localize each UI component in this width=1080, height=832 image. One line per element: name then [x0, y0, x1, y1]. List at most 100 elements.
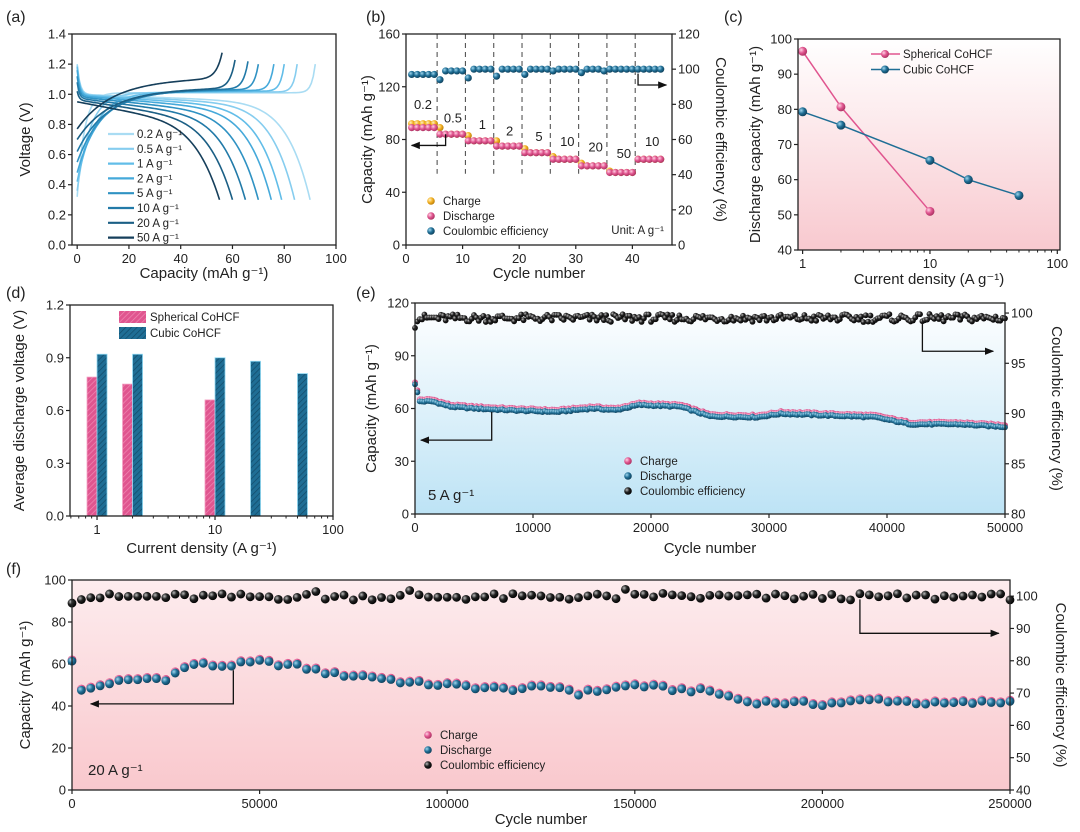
y-axis: 0 20 40 60 80 100 — [44, 573, 72, 798]
ce-point — [236, 589, 246, 599]
discharge-point — [133, 675, 143, 685]
legend-item: Charge — [424, 730, 478, 742]
discharge-point — [921, 699, 930, 709]
series-spherical — [798, 46, 935, 216]
discharge-point — [611, 168, 620, 177]
discharge-point — [752, 699, 762, 709]
y2-axis: 40 50 60 70 80 90 100 — [1010, 589, 1038, 798]
plot-data — [798, 46, 1024, 216]
legend-item: 0.5 A g⁻¹ — [108, 144, 182, 156]
discharge-point — [339, 671, 349, 681]
x-tick-label: 250000 — [988, 796, 1031, 811]
rate-label: 10 — [560, 134, 574, 149]
discharge-point — [170, 668, 180, 678]
legend-label: Coulombic efficiency — [443, 226, 549, 238]
discharge-point — [696, 684, 705, 694]
ce-point — [949, 592, 959, 602]
legend-item: Cubic CoHCF — [119, 327, 221, 340]
legend-item: Discharge — [427, 211, 495, 223]
discharge-point — [651, 155, 659, 163]
ce-point — [752, 589, 762, 599]
discharge-point — [227, 661, 236, 671]
x-tick-label: 100 — [1046, 256, 1068, 271]
discharge-point — [180, 663, 189, 673]
ce-point — [630, 589, 640, 599]
discharge-point — [433, 681, 443, 690]
x-tick-label: 0 — [68, 796, 75, 811]
discharge-point — [504, 142, 512, 150]
ce-point — [548, 317, 555, 324]
discharge-point — [658, 681, 668, 691]
discharge-point — [538, 149, 546, 157]
ce-point — [413, 70, 421, 79]
bar — [122, 383, 133, 517]
discharge-point — [621, 681, 630, 691]
plot-frame — [69, 304, 334, 517]
legend-label: 20 A g⁻¹ — [137, 218, 179, 230]
legend-label: 5 A g⁻¹ — [137, 188, 173, 200]
discharge-point — [930, 697, 940, 707]
discharge-point — [95, 681, 105, 691]
y-tick-label: 30 — [395, 454, 409, 469]
x-tick-label: 20000 — [633, 520, 669, 535]
y2-axis: 80 85 90 95 100 — [1005, 306, 1033, 522]
ce-point — [419, 316, 425, 323]
x-tick-label: 1 — [93, 522, 100, 537]
data-point — [798, 107, 808, 117]
y-tick-label: 0.9 — [46, 350, 64, 365]
x-tick-label: 10 — [923, 256, 937, 271]
discharge-point — [76, 685, 86, 695]
series-cubic — [798, 107, 1024, 200]
discharge-point — [452, 679, 461, 689]
y-tick-label: 70 — [778, 137, 792, 152]
y-axis: 40 50 60 70 80 90 100 — [770, 32, 798, 258]
discharge-point — [311, 664, 321, 674]
ce-point — [549, 67, 557, 75]
ce-point — [968, 590, 977, 600]
charge-curve — [76, 59, 236, 140]
ce-point — [114, 592, 124, 601]
ce-point — [464, 74, 472, 82]
x-tick-label: 40 — [625, 251, 639, 266]
discharge-point — [592, 687, 602, 696]
ce-point — [330, 592, 340, 601]
legend-label: Charge — [440, 730, 478, 742]
ce-point — [649, 592, 658, 602]
x-tick-label: 150000 — [613, 796, 656, 811]
ce-point — [611, 65, 620, 73]
y-axis-title: Average discharge voltage (V) — [11, 310, 28, 512]
x-axis-title: Capacity (mAh g⁻¹) — [140, 265, 269, 282]
ce-point — [836, 316, 843, 323]
panel-b: (b)0 10 20 30 4004080120160020406080100120Co… — [359, 9, 729, 282]
panel-d: (d) 1 10 100 0.0 0.3 0.6 0.9 1.2 Current density … — [6, 285, 344, 557]
ce-point — [589, 65, 597, 73]
discharge-point — [245, 657, 255, 667]
y-tick-label: 40 — [52, 699, 66, 714]
discharge-point — [367, 672, 377, 682]
ce-point — [198, 590, 208, 600]
ce-point — [339, 590, 349, 600]
x-tick-label: 10 — [455, 251, 469, 266]
discharge-point — [419, 124, 427, 132]
ce-point — [208, 591, 218, 601]
discharge-point — [532, 149, 540, 157]
y-tick-label: 160 — [378, 27, 400, 42]
ce-point — [572, 65, 580, 73]
ce-point — [954, 311, 961, 318]
legend-item: Discharge — [624, 471, 692, 483]
y2-tick-label: 40 — [678, 167, 692, 182]
ce-point — [470, 65, 478, 73]
rate-label: 5 A g⁻¹ — [428, 487, 474, 504]
ce-point — [600, 317, 607, 324]
ce-point — [498, 65, 506, 73]
y2-tick-label: 85 — [1011, 456, 1025, 471]
ce-point — [170, 589, 180, 599]
ce-point — [453, 67, 461, 75]
rate-label: 20 A g⁻¹ — [88, 762, 143, 779]
plot-data — [86, 353, 308, 517]
ce-point — [273, 594, 283, 604]
ce-point — [652, 316, 659, 323]
ce-point — [977, 592, 987, 602]
discharge-point — [414, 677, 424, 686]
legend-label: Coulombic efficiency — [440, 760, 546, 772]
